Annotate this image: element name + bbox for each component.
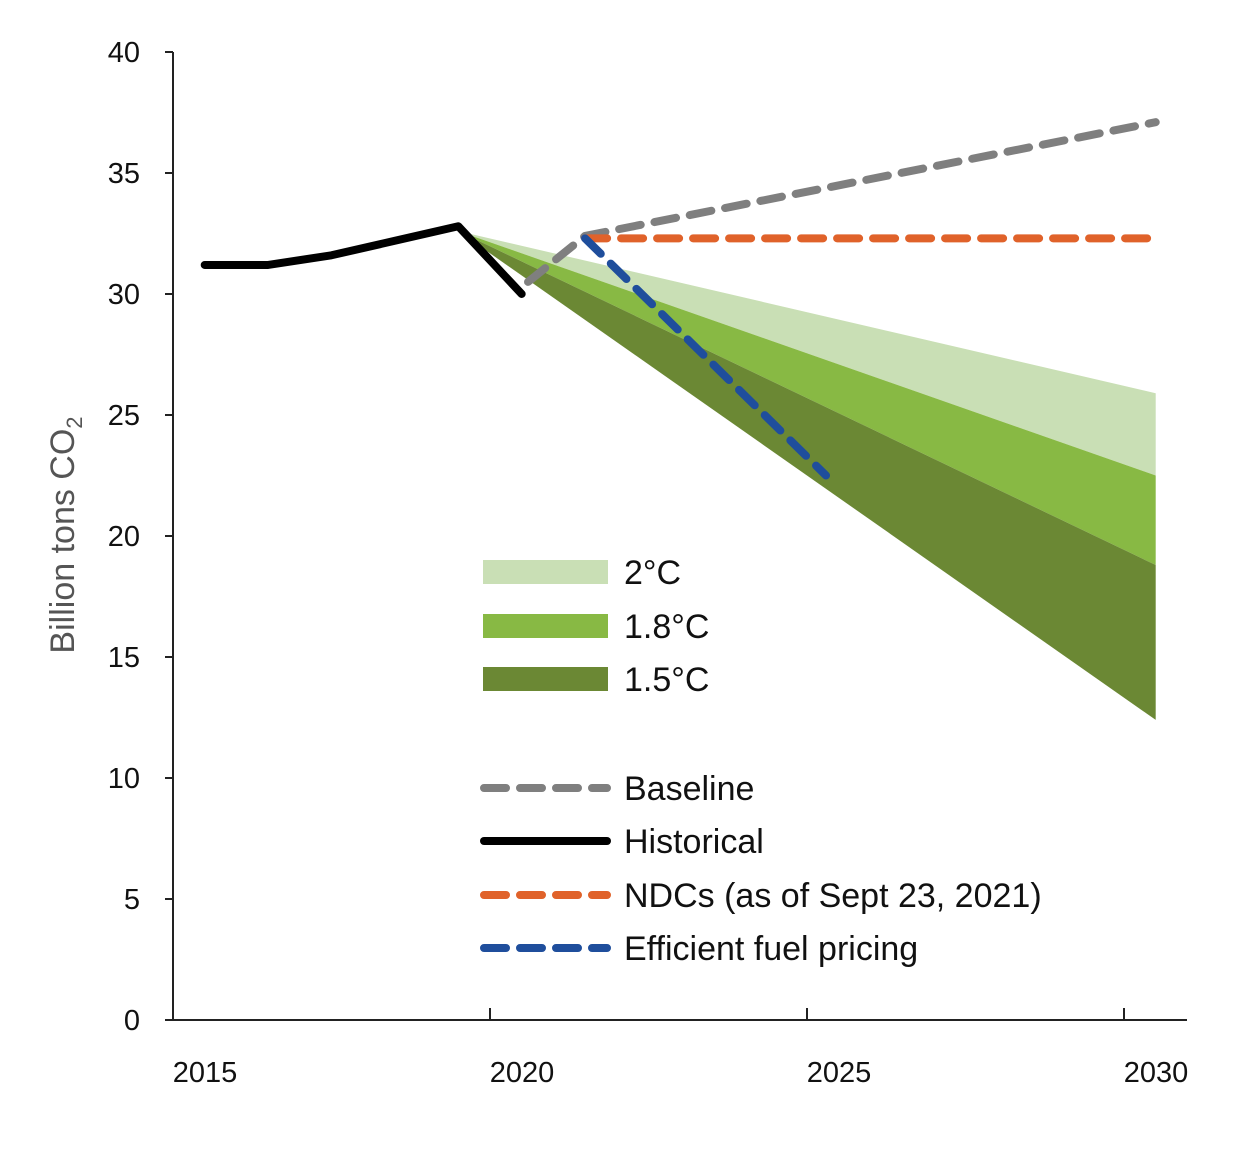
x-tick-label: 2015 — [173, 1057, 238, 1089]
legend-item-historical: Historical — [480, 823, 764, 861]
legend-item-1-8-c: 1.8°C — [483, 608, 709, 646]
legend-label: Efficient fuel pricing — [624, 930, 918, 968]
legend: 2°C 1.8°C 1.5°C Baseline Historical NDCs (as … — [480, 554, 1042, 968]
legend-label: Historical — [624, 823, 764, 861]
band-1-5-c — [458, 231, 1156, 720]
x-tick-label: 2030 — [1124, 1057, 1189, 1089]
y-tick-label: 0 — [124, 1005, 140, 1037]
y-tick-label: 25 — [108, 400, 140, 432]
legend-label: NDCs (as of Sept 23, 2021) — [624, 877, 1042, 915]
series-historical — [200, 222, 526, 298]
y-tick-label: 35 — [108, 158, 140, 190]
legend-item-baseline: Baseline — [480, 770, 754, 808]
legend-item-ndcs-as-of-sept-23-2021: NDCs (as of Sept 23, 2021) — [480, 877, 1042, 915]
y-tick-label: 30 — [108, 279, 140, 311]
y-tick-label: 20 — [108, 521, 140, 553]
y-tick-label: 10 — [108, 763, 140, 795]
legend-item-1-5-c: 1.5°C — [483, 661, 709, 699]
legend-swatch — [483, 614, 608, 638]
y-tick-label: 40 — [108, 37, 140, 69]
legend-label: 1.8°C — [624, 608, 709, 646]
y-tick-label: 15 — [108, 642, 140, 674]
legend-item-efficient-fuel-pricing: Efficient fuel pricing — [480, 930, 918, 968]
legend-label: 2°C — [624, 554, 681, 592]
legend-item-2-c: 2°C — [483, 554, 681, 592]
legend-label: 1.5°C — [624, 661, 709, 699]
x-tick-label: 2020 — [490, 1057, 555, 1089]
series-efficient-fuel-pricing — [581, 234, 831, 480]
legend-label: Baseline — [624, 770, 754, 808]
legend-swatch — [483, 667, 608, 691]
temperature-bands — [458, 231, 1156, 720]
x-tick-label: 2025 — [807, 1057, 872, 1089]
y-axis-label: Billion tons CO2 — [44, 416, 87, 653]
series-baseline — [524, 118, 1160, 286]
legend-swatch — [483, 560, 608, 584]
series-lines — [200, 118, 1160, 480]
y-tick-label: 5 — [124, 884, 140, 916]
